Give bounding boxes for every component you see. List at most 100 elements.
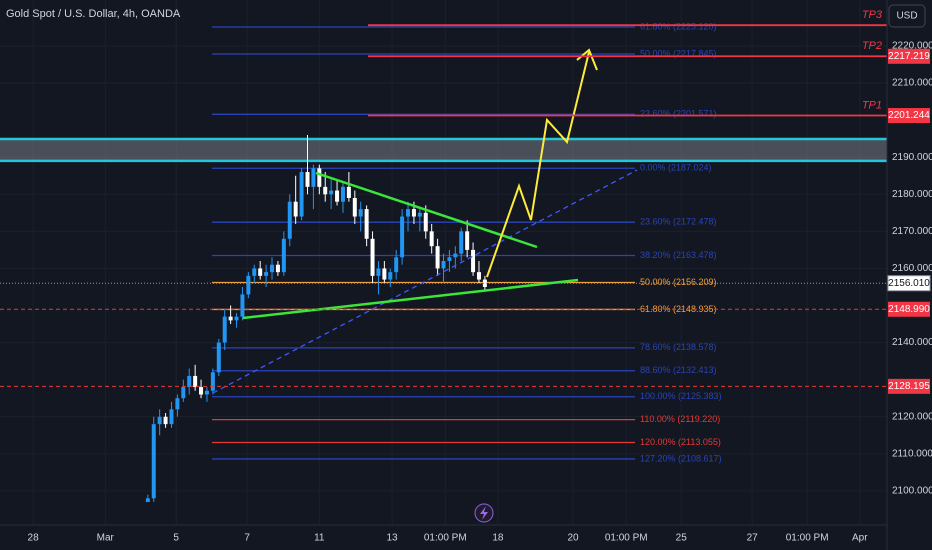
y-tick-label: 2210.000 xyxy=(892,78,932,89)
fib-label: 61.80% (2225.120) xyxy=(640,21,717,31)
candle-body xyxy=(346,186,351,198)
candle-body xyxy=(275,264,280,273)
y-tick-label: 2110.000 xyxy=(892,448,932,459)
fib-label: 61.80% (2148.935) xyxy=(640,304,717,314)
x-tick-label: 01:00 PM xyxy=(786,533,829,544)
fib-label: 78.60% (2138.578) xyxy=(640,342,717,352)
y-tick-label: 2170.000 xyxy=(892,226,932,237)
candle-body xyxy=(264,272,269,276)
candle-body xyxy=(388,272,393,280)
fib-label: 120.00% (2113.055) xyxy=(640,437,721,447)
last-price-label: 2156.010 xyxy=(888,278,930,289)
candle-body xyxy=(382,268,387,280)
target-tag-label: 2201.244 xyxy=(888,110,930,121)
x-tick-label: Apr xyxy=(852,533,868,544)
candle-body xyxy=(323,186,328,195)
candle-body xyxy=(411,209,416,217)
candle-body xyxy=(293,201,298,217)
fib-label: 88.60% (2132.413) xyxy=(640,365,717,375)
candle-body xyxy=(376,268,381,276)
candle-body xyxy=(240,294,245,317)
target-tag-label: 2217.219 xyxy=(888,51,930,62)
candle-body xyxy=(370,238,375,276)
chart-title: Gold Spot / U.S. Dollar, 4h, OANDA xyxy=(6,8,181,20)
candle-body xyxy=(287,201,292,239)
fib-layer: 61.80% (2225.120) 50.00% (2217.845) 23.60%… xyxy=(212,21,722,463)
candle-body xyxy=(400,216,405,258)
candle-body xyxy=(270,264,275,273)
price-tag-label: 2128.195 xyxy=(888,381,930,392)
x-tick-label: 11 xyxy=(314,533,325,544)
fib-label: 110.00% (2119.220) xyxy=(640,414,720,424)
candle-body xyxy=(199,387,204,395)
candle-body xyxy=(216,342,221,373)
target-name: TP3 xyxy=(862,9,883,21)
candle-body xyxy=(151,424,156,499)
projection-path xyxy=(486,51,590,278)
candle-body xyxy=(340,186,345,202)
candle-body xyxy=(476,272,481,280)
x-tick-label: 13 xyxy=(386,533,398,544)
drawings xyxy=(212,48,638,394)
x-tick-label: 25 xyxy=(676,533,688,544)
candle-body xyxy=(222,316,227,343)
triangle-upper xyxy=(315,171,538,249)
candle-body xyxy=(193,375,198,388)
target-name: TP2 xyxy=(862,40,882,52)
candle-body xyxy=(429,231,434,247)
x-tick-label: Mar xyxy=(97,533,115,544)
candle-body xyxy=(299,172,304,217)
fib-label: 50.00% (2156.209) xyxy=(640,277,717,287)
candle-body xyxy=(169,409,174,425)
y-tick-label: 2160.000 xyxy=(892,263,932,274)
candle-body xyxy=(417,212,422,217)
y-tick-label: 2180.000 xyxy=(892,189,932,200)
candle-body xyxy=(358,209,363,217)
candle-body xyxy=(471,249,476,273)
y-tick-label: 2220.000 xyxy=(892,41,932,52)
candle-body xyxy=(163,416,168,425)
x-tick-label: 7 xyxy=(244,533,250,544)
currency-label[interactable]: USD xyxy=(896,11,917,22)
currency-button[interactable] xyxy=(888,4,926,28)
x-tick-label: 20 xyxy=(567,533,579,544)
price-tag-label: 2148.990 xyxy=(888,304,930,315)
target-tag xyxy=(888,108,930,124)
candle-body xyxy=(311,168,316,187)
candle-body xyxy=(364,209,369,239)
y-tick-label: 2190.000 xyxy=(892,152,932,163)
x-tick-label: 28 xyxy=(28,533,40,544)
candle-body xyxy=(145,498,150,503)
candle-body xyxy=(459,231,464,254)
candle-body xyxy=(435,246,440,269)
candle-body xyxy=(465,231,470,250)
y-tick-label: 2100.000 xyxy=(892,486,932,497)
candle-body xyxy=(482,279,487,287)
fib-label: 0.00% (2187.024) xyxy=(640,163,712,173)
candle-body xyxy=(447,257,452,262)
fib-label: 23.60% (2172.478) xyxy=(640,217,717,227)
price-tag xyxy=(888,301,930,317)
candle-body xyxy=(187,375,192,388)
candle-body xyxy=(252,268,257,276)
last-price-tag xyxy=(887,275,931,292)
candle-body xyxy=(234,316,239,321)
candle-body xyxy=(175,398,180,410)
candle-layer xyxy=(145,134,487,503)
candle-body xyxy=(317,168,322,187)
overlay-layer: TP3 TP2 TP1 xyxy=(0,9,887,387)
target-tag xyxy=(888,48,930,64)
x-tick-label: 01:00 PM xyxy=(605,533,648,544)
zone-layer xyxy=(0,137,887,163)
candle-body xyxy=(210,372,215,391)
grid xyxy=(0,0,887,525)
x-tick-label: 01:00 PM xyxy=(424,533,467,544)
candle-body xyxy=(335,190,340,202)
lightning-bolt xyxy=(480,506,488,520)
candle-body xyxy=(181,387,186,399)
y-tick-label: 2140.000 xyxy=(892,337,932,348)
x-tick-label: 27 xyxy=(747,533,759,544)
candle-body xyxy=(228,316,233,321)
